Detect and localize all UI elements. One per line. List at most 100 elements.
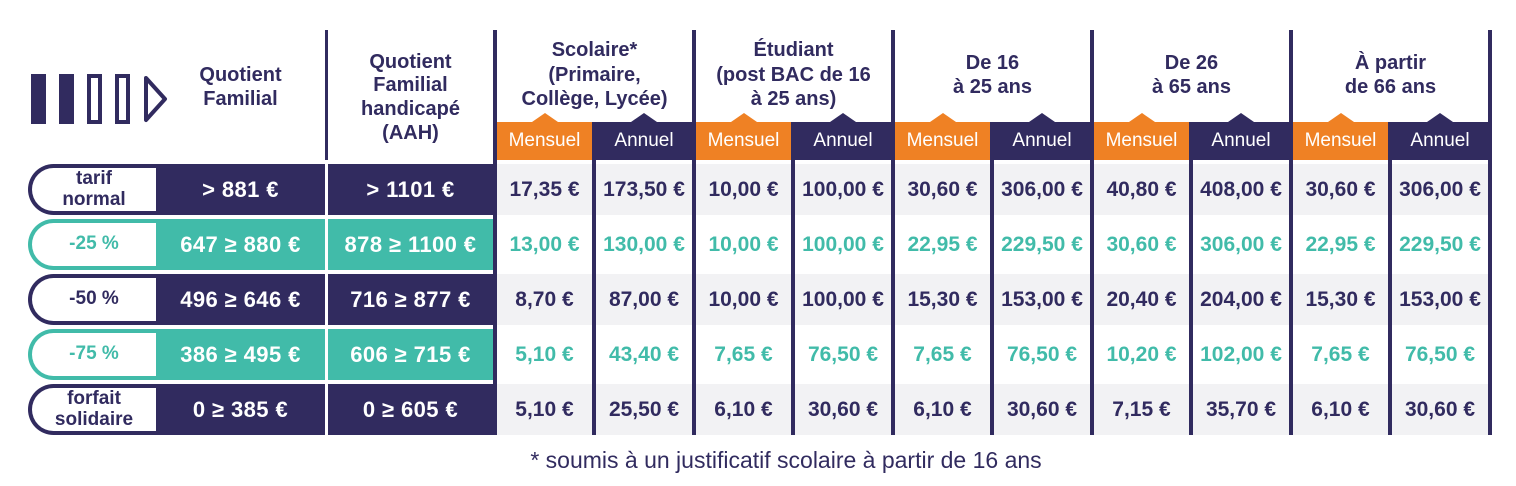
row-label-pill: tarif normal [28, 164, 156, 215]
price-cell: 87,00 € [596, 274, 692, 325]
price-cell: 153,00 € [994, 274, 1090, 325]
price-cell: 76,50 € [994, 329, 1090, 380]
price-cell: 15,30 € [1293, 274, 1388, 325]
row-label-pill: -75 % [28, 329, 156, 380]
bar-solid-icon [59, 74, 74, 124]
price-cell: 7,65 € [1293, 329, 1388, 380]
mensuel-band: Mensuel [1293, 122, 1388, 160]
column-divider [592, 122, 596, 435]
price-cell: 15,30 € [895, 274, 990, 325]
price-cell: 7,65 € [696, 329, 791, 380]
price-cell: 10,00 € [696, 219, 791, 270]
price-cell: 306,00 € [994, 164, 1090, 215]
qf-column-header: Quotient Familial [199, 64, 282, 110]
group-title-16-25: De 16 à 25 ans [953, 51, 1032, 98]
mensuel-band: Mensuel [1094, 122, 1189, 160]
price-cell: 30,60 € [1293, 164, 1388, 215]
group-title-scolaire: Scolaire* (Primaire, Collège, Lycée) [521, 39, 668, 111]
mensuel-band: Mensuel [696, 122, 791, 160]
group-divider [692, 30, 696, 435]
price-cell: 25,50 € [596, 384, 692, 435]
qf-range-cell: 496 ≥ 646 € [156, 274, 325, 325]
group-title-26-65: De 26 à 65 ans [1152, 51, 1231, 98]
qf-range-cell: 386 ≥ 495 € [156, 329, 325, 380]
column-divider [325, 30, 328, 160]
price-cell: 306,00 € [1193, 219, 1289, 270]
price-cell: 6,10 € [895, 384, 990, 435]
aah-range-cell: 606 ≥ 715 € [328, 329, 493, 380]
bar-solid-icon [31, 74, 46, 124]
bar-outline-icon [115, 74, 130, 124]
aah-range-cell: 0 ≥ 605 € [328, 384, 493, 435]
qf-range-cell: 647 ≥ 880 € [156, 219, 325, 270]
price-cell: 408,00 € [1193, 164, 1289, 215]
group-divider [891, 30, 895, 435]
price-cell: 5,10 € [497, 384, 592, 435]
price-cell: 40,80 € [1094, 164, 1189, 215]
row-label-pill: forfait solidaire [28, 384, 156, 435]
group-divider [1090, 30, 1094, 435]
price-cell: 153,00 € [1392, 274, 1488, 325]
price-cell: 102,00 € [1193, 329, 1289, 380]
annuel-band: Annuel [596, 122, 692, 160]
annuel-band: Annuel [795, 122, 891, 160]
price-cell: 30,60 € [795, 384, 891, 435]
price-cell: 22,95 € [895, 219, 990, 270]
table-row-forfait-solidaire: forfait solidaire 0 ≥ 385 € 0 ≥ 605 € 5,… [0, 384, 1516, 435]
mensuel-band: Mensuel [497, 122, 592, 160]
price-cell: 8,70 € [497, 274, 592, 325]
aah-column-header: Quotient Familial handicapé (AAH) [361, 50, 460, 144]
price-cell: 130,00 € [596, 219, 692, 270]
group-divider [1488, 30, 1492, 435]
row-label-pill: -25 % [28, 219, 156, 270]
price-cell: 30,60 € [1392, 384, 1488, 435]
price-cell: 10,20 € [1094, 329, 1189, 380]
aah-range-cell: 878 ≥ 1100 € [328, 219, 493, 270]
bar-outline-icon [87, 74, 102, 124]
aah-range-cell: 716 ≥ 877 € [328, 274, 493, 325]
qf-range-cell: > 881 € [156, 164, 325, 215]
table-row-moins-50: -50 % 496 ≥ 646 € 716 ≥ 877 € 8,70 € 87,… [0, 274, 1516, 325]
row-label-pill: -50 % [28, 274, 156, 325]
price-cell: 30,60 € [1094, 219, 1189, 270]
price-cell: 229,50 € [994, 219, 1090, 270]
price-cell: 100,00 € [795, 164, 891, 215]
price-cell: 6,10 € [696, 384, 791, 435]
price-cell: 7,15 € [1094, 384, 1189, 435]
price-cell: 10,00 € [696, 164, 791, 215]
price-cell: 173,50 € [596, 164, 692, 215]
qf-range-cell: 0 ≥ 385 € [156, 384, 325, 435]
price-cell: 76,50 € [1392, 329, 1488, 380]
price-cell: 35,70 € [1193, 384, 1289, 435]
price-cell: 100,00 € [795, 274, 891, 325]
fare-scale-logo-icon [31, 74, 169, 124]
group-divider [1289, 30, 1293, 435]
price-cell: 204,00 € [1193, 274, 1289, 325]
price-cell: 229,50 € [1392, 219, 1488, 270]
annuel-band: Annuel [994, 122, 1090, 160]
footnote: * soumis à un justificatif scolaire à pa… [530, 447, 1042, 473]
price-cell: 22,95 € [1293, 219, 1388, 270]
group-title-66-plus: À partir de 66 ans [1344, 51, 1437, 98]
table-row-tarif-normal: tarif normal > 881 € > 1101 € 17,35 € 17… [0, 164, 1516, 215]
price-cell: 43,40 € [596, 329, 692, 380]
annuel-band: Annuel [1193, 122, 1289, 160]
column-divider [1189, 122, 1193, 435]
price-cell: 13,00 € [497, 219, 592, 270]
group-divider [493, 30, 497, 435]
mensuel-band: Mensuel [895, 122, 990, 160]
aah-range-cell: > 1101 € [328, 164, 493, 215]
price-cell: 6,10 € [1293, 384, 1388, 435]
column-divider [990, 122, 994, 435]
price-cell: 10,00 € [696, 274, 791, 325]
price-cell: 7,65 € [895, 329, 990, 380]
column-divider [791, 122, 795, 435]
column-divider [1388, 122, 1392, 435]
price-cell: 306,00 € [1392, 164, 1488, 215]
price-cell: 30,60 € [994, 384, 1090, 435]
price-cell: 30,60 € [895, 164, 990, 215]
table-row-moins-75: -75 % 386 ≥ 495 € 606 ≥ 715 € 5,10 € 43,… [0, 329, 1516, 380]
group-title-etudiant: Étudiant (post BAC de 16 à 25 ans) [716, 39, 871, 111]
price-cell: 76,50 € [795, 329, 891, 380]
